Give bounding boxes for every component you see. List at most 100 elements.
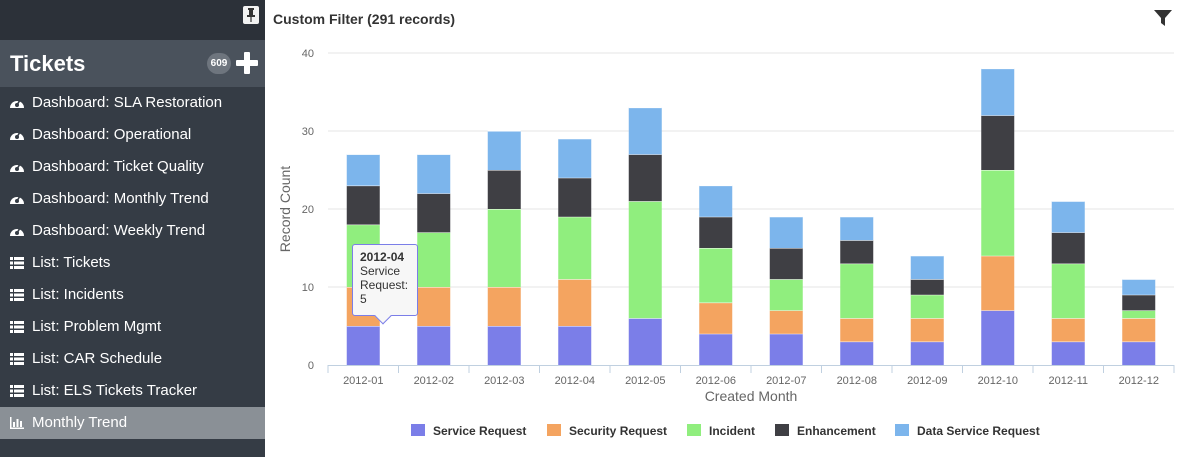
x-tick-label: 2012-04	[555, 375, 595, 387]
sidebar-item-dashboard-monthly-trend[interactable]: Dashboard: Monthly Trend	[0, 183, 265, 215]
bar-segment[interactable]	[699, 302, 733, 334]
bar-segment[interactable]	[840, 341, 874, 365]
ticket-count-badge: 609	[207, 53, 231, 74]
bar-segment[interactable]	[487, 209, 521, 287]
bar-segment[interactable]	[346, 185, 380, 225]
bar-segment[interactable]	[910, 279, 944, 295]
sidebar-item-label: Dashboard: Monthly Trend	[32, 190, 209, 207]
sidebar-item-label: List: Problem Mgmt	[32, 318, 162, 335]
bar-segment[interactable]	[769, 248, 803, 280]
bar-segment[interactable]	[1122, 294, 1156, 311]
bar-segment[interactable]	[910, 255, 944, 280]
bar-segment[interactable]	[1122, 318, 1156, 342]
chart-panel: 0 10 20 30 40 2012-01 2012-02 2012-03 2012-04 201…	[265, 0, 1183, 457]
x-tick-label: 2012-07	[766, 375, 806, 387]
sidebar-item-list-els-tickets-tracker[interactable]: List: ELS Tickets Tracker	[0, 375, 265, 407]
bar-segment[interactable]	[417, 232, 451, 287]
bar-segment[interactable]	[769, 310, 803, 334]
bar-segment[interactable]	[699, 248, 733, 303]
bar-segment[interactable]	[346, 326, 380, 365]
y-axis-title: Record Count	[277, 166, 293, 252]
x-tick-label: 2012-05	[625, 375, 665, 387]
legend-item[interactable]: Data Service Request	[895, 424, 1040, 438]
sidebar-title: Tickets	[10, 51, 86, 76]
legend-item[interactable]: Enhancement	[775, 424, 876, 438]
pin-button[interactable]	[243, 6, 259, 24]
bar-segment[interactable]	[1122, 310, 1156, 319]
bar-segment[interactable]	[981, 255, 1015, 311]
bar-segment[interactable]	[558, 279, 592, 326]
chart-title: Custom Filter (291 records)	[273, 11, 456, 27]
bar-segment[interactable]	[910, 341, 944, 365]
bar-segment[interactable]	[417, 287, 451, 326]
bar-segment[interactable]	[628, 154, 662, 202]
legend-label: Enhancement	[797, 424, 876, 438]
sidebar-item-list-car-schedule[interactable]: List: CAR Schedule	[0, 343, 265, 375]
sidebar-item-dashboard-sla-restoration[interactable]: Dashboard: SLA Restoration	[0, 87, 265, 119]
bar-segment[interactable]	[910, 294, 944, 319]
sidebar-item-list-incidents[interactable]: List: Incidents	[0, 279, 265, 311]
y-tick-label: 0	[308, 360, 314, 372]
bar-segment[interactable]	[699, 216, 733, 248]
bar-segment[interactable]	[628, 318, 662, 365]
bar-segment[interactable]	[487, 326, 521, 365]
bar-segment[interactable]	[1051, 232, 1085, 264]
bar-segment[interactable]	[346, 154, 380, 186]
bar-segment[interactable]	[558, 177, 592, 217]
bar-segment[interactable]	[769, 216, 803, 248]
sidebar-item-label: Monthly Trend	[32, 414, 128, 431]
sidebar-header: Tickets 609	[0, 40, 265, 87]
bar-chart-icon	[9, 416, 25, 430]
sidebar-item-label: Dashboard: Operational	[32, 126, 192, 143]
tooltip-value: 5	[360, 292, 367, 306]
bar-segment[interactable]	[910, 318, 944, 342]
sidebar-item-list-tickets[interactable]: List: Tickets	[0, 247, 265, 279]
bar-segment[interactable]	[699, 185, 733, 217]
bar-segment[interactable]	[1051, 263, 1085, 319]
bar-segment[interactable]	[981, 310, 1015, 365]
bar-segment[interactable]	[981, 68, 1015, 116]
sidebar-item-monthly-trend[interactable]: Monthly Trend	[0, 407, 265, 439]
bar-segment[interactable]	[487, 131, 521, 170]
legend-swatch	[775, 424, 789, 436]
bar-segment[interactable]	[1051, 318, 1085, 342]
bar-segment[interactable]	[840, 216, 874, 241]
bar-segment[interactable]	[558, 138, 592, 178]
bar-segment[interactable]	[628, 107, 662, 155]
legend-item[interactable]: Security Request	[547, 424, 667, 438]
bar-segment[interactable]	[1051, 341, 1085, 365]
bar-segment[interactable]	[417, 154, 451, 194]
tooltip-series: Service Request:	[360, 264, 409, 292]
bar-segment[interactable]	[558, 326, 592, 365]
add-ticket-button[interactable]	[236, 52, 258, 74]
bar-segment[interactable]	[417, 326, 451, 365]
bar-segment[interactable]	[699, 333, 733, 365]
bar-segment[interactable]	[840, 318, 874, 342]
bar-segment[interactable]	[981, 170, 1015, 256]
bar-segment[interactable]	[1122, 341, 1156, 365]
bar-segment[interactable]	[558, 216, 592, 280]
filter-icon[interactable]	[1153, 8, 1173, 28]
bar-segment[interactable]	[840, 263, 874, 319]
sidebar-item-dashboard-operational[interactable]: Dashboard: Operational	[0, 119, 265, 151]
bar-segment[interactable]	[1051, 201, 1085, 233]
sidebar-item-dashboard-ticket-quality[interactable]: Dashboard: Ticket Quality	[0, 151, 265, 183]
chart-tooltip: 2012-04 Service Request: 5	[352, 244, 418, 325]
legend-swatch	[547, 424, 561, 436]
sidebar-item-list-problem-mgmt[interactable]: List: Problem Mgmt	[0, 311, 265, 343]
bar-segment[interactable]	[769, 279, 803, 311]
legend-label: Data Service Request	[917, 424, 1040, 438]
bar-segment[interactable]	[981, 115, 1015, 170]
bar-segment[interactable]	[769, 333, 803, 365]
dashboard-icon	[9, 160, 25, 174]
bar-segment[interactable]	[487, 170, 521, 209]
y-tick-label: 20	[302, 204, 314, 216]
bar-segment[interactable]	[628, 201, 662, 319]
bar-segment[interactable]	[487, 287, 521, 326]
legend-item[interactable]: Service Request	[411, 424, 526, 438]
bar-segment[interactable]	[840, 240, 874, 264]
bar-segment[interactable]	[417, 193, 451, 233]
sidebar-item-dashboard-weekly-trend[interactable]: Dashboard: Weekly Trend	[0, 215, 265, 247]
bar-segment[interactable]	[1122, 279, 1156, 295]
legend-item[interactable]: Incident	[687, 424, 755, 438]
